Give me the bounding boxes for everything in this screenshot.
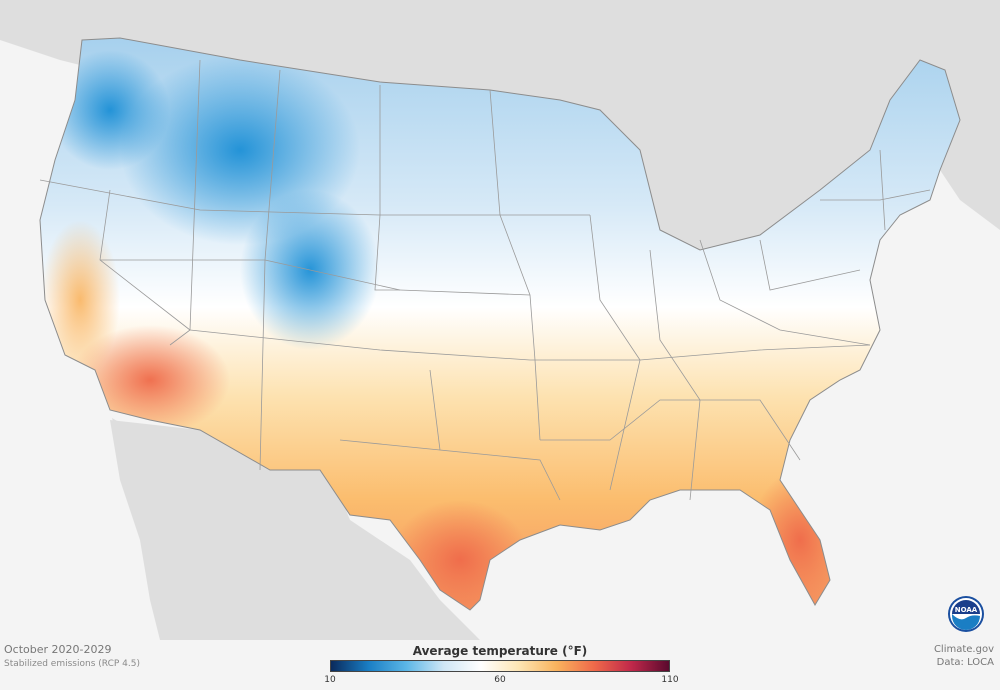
baja-land xyxy=(112,418,215,620)
scenario-label: Stabilized emissions (RCP 4.5) xyxy=(4,659,140,669)
legend-tick-min: 10 xyxy=(324,675,336,685)
period-label: October 2020-2029 xyxy=(4,643,112,656)
temperature-map: NOAA xyxy=(0,0,1000,640)
legend-color-bar xyxy=(330,660,670,672)
credits: Climate.gov Data: LOCA xyxy=(934,643,994,669)
site-credit: Climate.gov xyxy=(933,644,994,655)
data-credit: Data: LOCA xyxy=(936,657,994,668)
map-svg: NOAA xyxy=(0,0,1000,640)
noaa-logo-text: NOAA xyxy=(955,606,978,614)
state-borders xyxy=(39,59,931,501)
legend-title: Average temperature (°F) xyxy=(412,644,588,658)
noaa-logo-icon: NOAA xyxy=(948,596,984,632)
canada-land xyxy=(0,0,1000,250)
map-caption: October 2020-2029 Stabilized emissions (… xyxy=(4,643,140,671)
us-outline xyxy=(39,37,961,611)
legend-tick-mid: 60 xyxy=(494,675,506,685)
legend-tick-max: 110 xyxy=(661,675,679,685)
